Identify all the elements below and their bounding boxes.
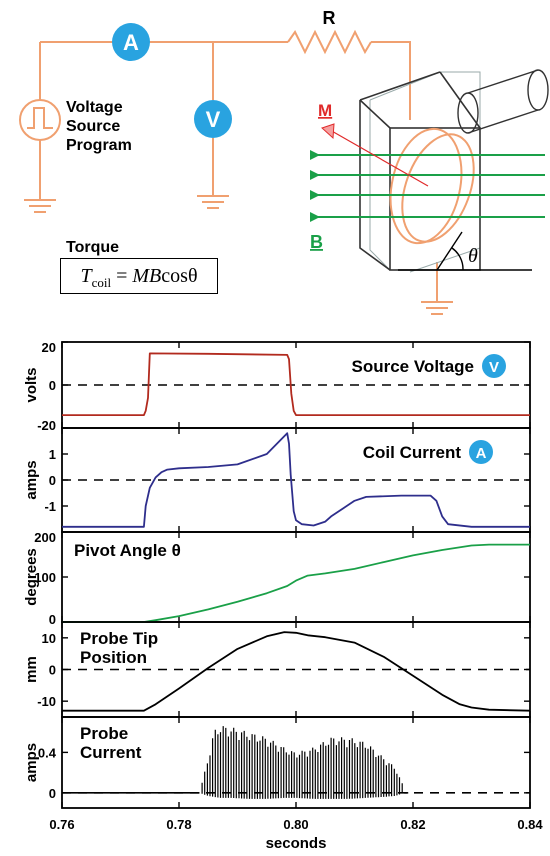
ground-symbols bbox=[24, 195, 453, 315]
resistor-label: R bbox=[323, 8, 336, 28]
y-tick-label: 20 bbox=[42, 340, 56, 355]
x-tick-label: 0.80 bbox=[283, 817, 308, 832]
meter-badge-symbol: V bbox=[489, 359, 499, 376]
equals-sign: = bbox=[111, 265, 133, 287]
magnetic-field-lines bbox=[310, 150, 545, 222]
panel-title-line: Position bbox=[80, 648, 147, 667]
y-tick-label: 0 bbox=[49, 786, 56, 801]
panel-title: Source Voltage bbox=[352, 357, 475, 376]
y-tick-label: -10 bbox=[37, 694, 56, 709]
torque-heading: Torque bbox=[66, 239, 119, 256]
y-tick-label: 0 bbox=[49, 378, 56, 393]
ground-icon bbox=[421, 301, 453, 315]
chart-panel-3: 200 100 0 degrees Pivot Angle θ bbox=[23, 530, 531, 627]
moment-label: M bbox=[318, 101, 332, 120]
panel-frame bbox=[61, 716, 531, 809]
chart-panel-1: 20 0 -20 volts Source Voltage V bbox=[23, 340, 531, 433]
meter-badge-icon bbox=[482, 354, 506, 378]
theta-symbol: θ bbox=[187, 265, 198, 287]
moment-vector bbox=[321, 123, 429, 187]
y-axis-label: mm bbox=[23, 656, 40, 683]
y-tick-label: 0 bbox=[49, 612, 56, 627]
y-tick-label: 10 bbox=[42, 631, 56, 646]
torque-equation: Tcoil = MBcosθ bbox=[60, 258, 218, 294]
y-tick-label: -1 bbox=[44, 499, 56, 514]
panel-title: Pivot Angle θ bbox=[74, 541, 181, 560]
ground-icon bbox=[24, 199, 56, 213]
shaft-cylinder bbox=[457, 69, 549, 134]
y-axis-label: volts bbox=[23, 367, 40, 402]
voltmeter-icon: V bbox=[194, 100, 232, 138]
field-symbol: B bbox=[149, 265, 162, 287]
x-tick-label: 0.76 bbox=[49, 817, 74, 832]
y-axis-label: amps bbox=[23, 460, 40, 499]
cos-function: cos bbox=[161, 265, 188, 287]
panel-title-line: Probe bbox=[80, 724, 128, 743]
source-label-line3: Program bbox=[66, 137, 132, 154]
panel-title-line: Probe Tip bbox=[80, 629, 158, 648]
probe-current-spikes bbox=[201, 726, 403, 799]
resistor bbox=[287, 29, 372, 55]
y-tick-label: 1 bbox=[49, 447, 56, 462]
ammeter-symbol: A bbox=[123, 30, 139, 55]
coil bbox=[389, 127, 475, 245]
x-tick-label: 0.78 bbox=[166, 817, 191, 832]
ammeter-icon: A bbox=[112, 23, 150, 61]
circuit-schematic bbox=[39, 29, 438, 302]
y-tick-label: 100 bbox=[34, 570, 56, 585]
angle-label: θ bbox=[468, 245, 478, 267]
panel-title-line: Current bbox=[80, 743, 142, 762]
voltmeter-symbol: V bbox=[206, 107, 221, 132]
x-tick-label: 0.84 bbox=[517, 817, 543, 832]
voltage-source-icon bbox=[19, 99, 61, 141]
panel-title: Coil Current bbox=[363, 443, 462, 462]
y-tick-label: 200 bbox=[34, 530, 56, 545]
x-tick-label: 0.82 bbox=[400, 817, 425, 832]
right-wire bbox=[371, 41, 411, 120]
source-label-line1: Voltage bbox=[66, 99, 123, 116]
torque-symbol: T bbox=[80, 265, 92, 287]
series-line bbox=[62, 432, 530, 528]
ground-icon bbox=[197, 195, 229, 209]
source-label-line2: Source bbox=[66, 118, 120, 135]
series-line bbox=[62, 631, 531, 712]
y-axis-label: amps bbox=[23, 743, 40, 782]
series-line bbox=[62, 543, 530, 623]
y-tick-label: 0 bbox=[49, 473, 56, 488]
y-tick-label: 0.4 bbox=[38, 745, 57, 760]
angle-indicator bbox=[398, 231, 532, 271]
y-tick-label: 0 bbox=[49, 663, 56, 678]
meter-badge-icon bbox=[469, 440, 493, 464]
y-axis-label: degrees bbox=[23, 548, 40, 606]
chart-panel-2: 1 0 -1 amps Coil Current A bbox=[23, 427, 531, 533]
series-line bbox=[62, 352, 530, 417]
x-axis-label: seconds bbox=[266, 835, 327, 852]
field-label: B bbox=[310, 232, 323, 252]
torque-subscript: coil bbox=[91, 275, 112, 290]
moment-symbol: M bbox=[132, 265, 150, 287]
meter-badge-symbol: A bbox=[476, 445, 487, 462]
y-tick-label: -20 bbox=[37, 418, 56, 433]
